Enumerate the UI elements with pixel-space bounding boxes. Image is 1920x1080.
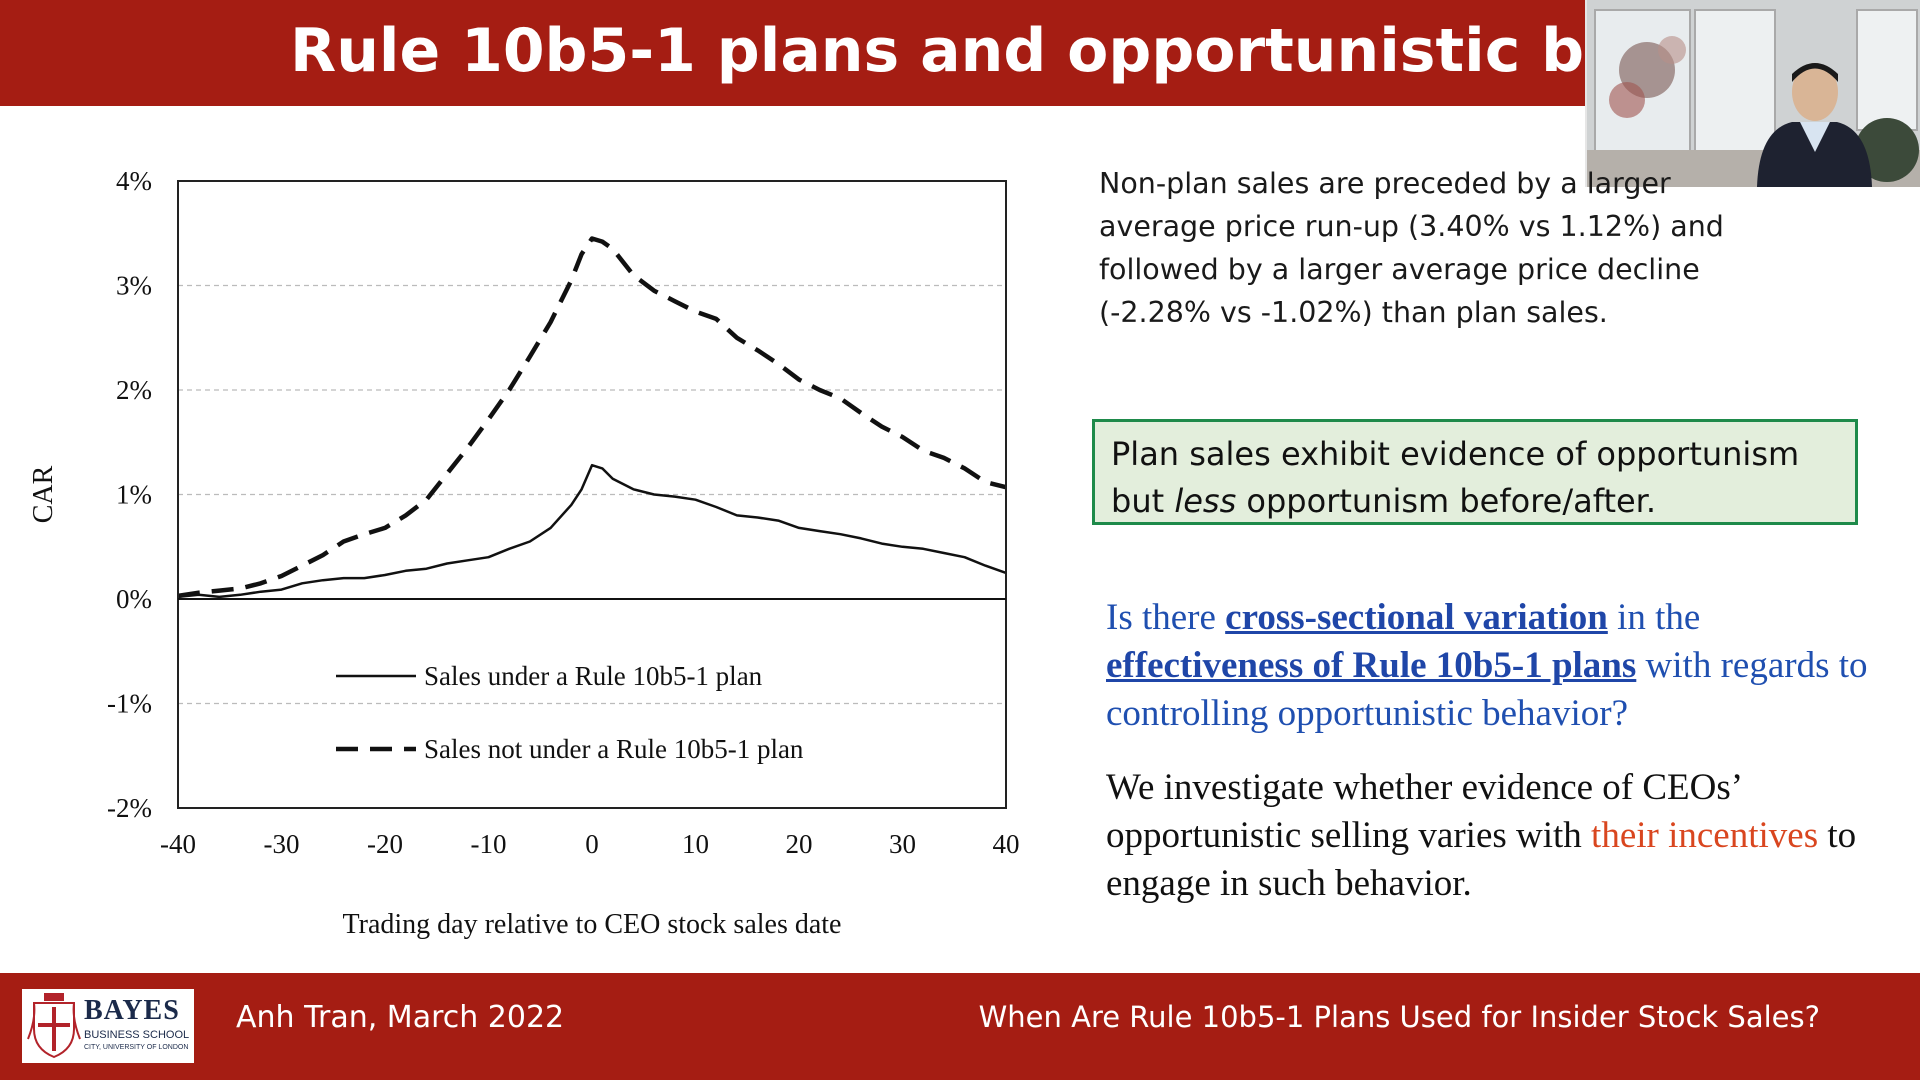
logo-university: CITY, UNIVERSITY OF LONDON <box>84 1044 189 1051</box>
x-axis-label: Trading day relative to CEO stock sales … <box>343 909 842 940</box>
x-tick-label: 10 <box>682 829 709 859</box>
y-axis-label: CAR <box>28 465 59 523</box>
bayes-logo: BAYES BUSINESS SCHOOL CITY, UNIVERSITY O… <box>22 989 194 1063</box>
legend-label: Sales under a Rule 10b5-1 plan <box>424 661 763 691</box>
investigate-text-2: to engage in such behavior. <box>1106 815 1857 904</box>
y-tick-label: 4% <box>116 166 152 196</box>
logo-wordmark: BAYES <box>84 995 180 1026</box>
slide-title: Rule 10b5-1 plans and opportunistic beha… <box>290 16 1768 86</box>
footer-paper-title: When Are Rule 10b5-1 Plans Used for Insi… <box>978 1000 1820 1034</box>
y-tick-label: 0% <box>116 584 152 614</box>
question-underline-1: cross-sectional variation <box>1225 597 1608 638</box>
plot-frame <box>177 180 1007 809</box>
question-text-2: in the <box>1607 597 1701 638</box>
box-text-1: Plan sales exhibit evidence of opportuni… <box>1111 435 1800 520</box>
box-text-italic: less <box>1174 482 1237 520</box>
series-line-nonplan <box>177 236 1007 599</box>
speaker-webcam-thumbnail <box>1585 0 1920 187</box>
x-tick-label: 40 <box>993 829 1020 859</box>
x-tick-label: -20 <box>367 829 403 859</box>
y-tick-label: 1% <box>116 480 152 510</box>
investigate-highlight: their incentives <box>1591 815 1819 856</box>
speaker-video-icon <box>1587 0 1920 187</box>
crest-icon <box>27 993 81 1059</box>
x-tick-label: -30 <box>264 829 300 859</box>
car-line-chart: -2% -1% 0% 1% 2% 3% 4% -40 -30 -20 -10 0 10 20 30 40 Sa… <box>28 166 1020 940</box>
x-tick-label: 30 <box>889 829 916 859</box>
x-tick-label: -10 <box>471 829 507 859</box>
x-tick-label: 20 <box>786 829 813 859</box>
question-underline-2: effectiveness of Rule 10b5-1 plans <box>1106 645 1637 686</box>
series-line-plan <box>177 463 1007 599</box>
investigate-text-1: We investigate whether evidence of CEOs’… <box>1106 767 1741 856</box>
question-text-3: with regards to controlling opportunisti… <box>1106 645 1868 734</box>
box-text-2: opportunism before/after. <box>1236 482 1657 520</box>
y-tick-label: 3% <box>116 271 152 301</box>
y-tick-label: -2% <box>107 793 152 823</box>
summary-paragraph: Non-plan sales are preceded by a larger … <box>1099 167 1724 329</box>
footer-author-date: Anh Tran, March 2022 <box>236 1000 565 1035</box>
y-tick-label: 2% <box>116 375 152 405</box>
x-tick-label: 0 <box>585 829 599 859</box>
x-tick-label: -40 <box>160 829 196 859</box>
question-text-1: Is there <box>1106 597 1226 638</box>
research-question: Is there cross-sectional variation in th… <box>1106 594 1896 738</box>
legend-label: Sales not under a Rule 10b5-1 plan <box>424 734 804 764</box>
y-tick-label: -1% <box>107 689 152 719</box>
footer-bar <box>0 973 1920 1080</box>
investigation-statement: We investigate whether evidence of CEOs’… <box>1106 764 1896 908</box>
logo-subtitle: BUSINESS SCHOOL <box>84 1029 190 1041</box>
highlight-box: Plan sales exhibit evidence of opportuni… <box>1092 419 1858 525</box>
